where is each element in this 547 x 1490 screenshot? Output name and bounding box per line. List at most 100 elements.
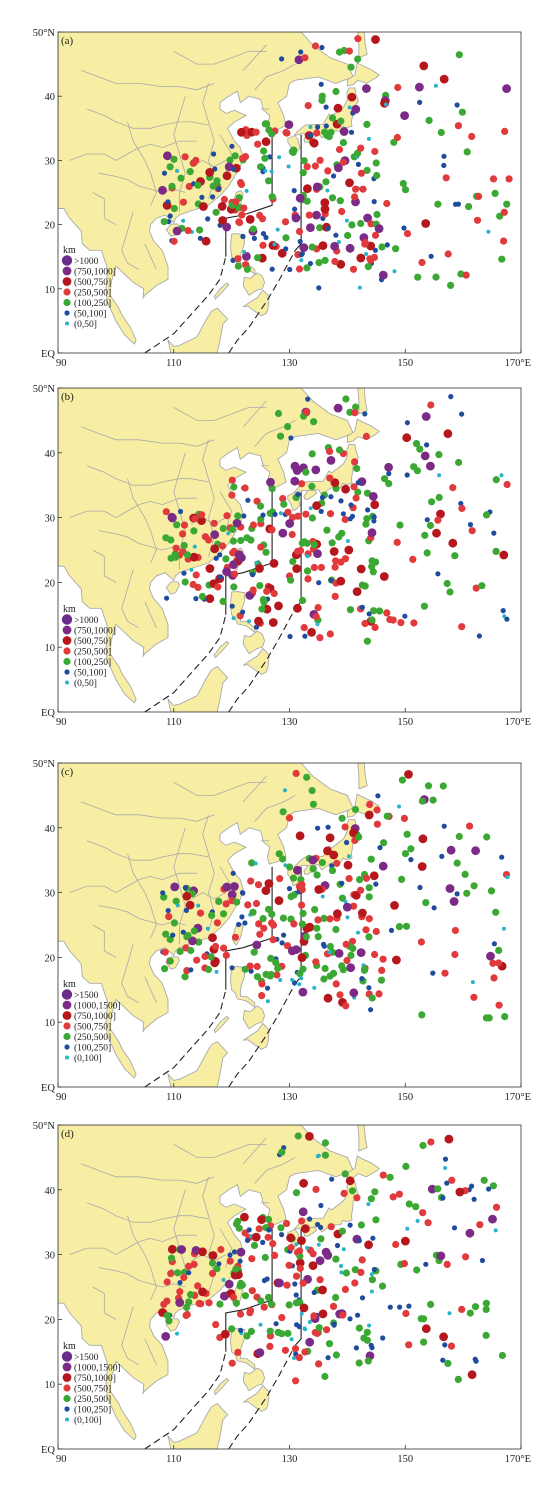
storm-point xyxy=(208,933,217,943)
storm-point xyxy=(329,1302,338,1310)
y-tick-label: 10 xyxy=(45,285,56,296)
storm-point xyxy=(195,938,203,946)
storm-point xyxy=(437,473,442,478)
land-area xyxy=(357,388,368,415)
storm-point xyxy=(287,946,297,956)
storm-point xyxy=(417,884,423,891)
storm-point xyxy=(281,1346,289,1354)
storm-point xyxy=(241,484,249,492)
storm-point xyxy=(269,169,274,174)
storm-point xyxy=(318,1202,324,1209)
storm-point xyxy=(379,1171,387,1179)
storm-point xyxy=(164,595,170,601)
legend-label: (750,1000] xyxy=(74,1373,116,1384)
storm-point xyxy=(421,1324,431,1334)
storm-point xyxy=(372,927,380,936)
warning-line-dashed xyxy=(144,614,227,712)
storm-point xyxy=(352,494,360,502)
storm-point xyxy=(393,538,401,547)
storm-point xyxy=(394,83,402,92)
legend-label: (500,750] xyxy=(74,1384,111,1395)
storm-point xyxy=(336,259,346,269)
storm-point xyxy=(296,970,304,978)
y-tick-label: 20 xyxy=(45,953,56,964)
border-line xyxy=(69,497,197,519)
legend-label: (100,250] xyxy=(74,1405,111,1416)
storm-point xyxy=(278,1314,286,1322)
storm-point xyxy=(291,1345,300,1353)
storm-point xyxy=(419,61,429,71)
storm-point xyxy=(423,1261,429,1267)
storm-point xyxy=(435,451,443,459)
storm-point xyxy=(241,1229,249,1237)
legend-swatch xyxy=(61,989,73,1000)
storm-point xyxy=(321,128,329,136)
storm-point xyxy=(284,423,292,431)
storm-point xyxy=(320,204,330,214)
border-line xyxy=(121,211,140,270)
storm-point xyxy=(406,1303,412,1309)
storm-point xyxy=(355,833,363,841)
storm-point xyxy=(170,237,178,245)
storm-point xyxy=(292,1377,300,1385)
storm-point xyxy=(238,1327,244,1333)
storm-point xyxy=(188,936,197,946)
storm-point xyxy=(458,623,466,631)
border-line xyxy=(242,1137,267,1165)
storm-point xyxy=(359,604,365,611)
storm-point xyxy=(252,940,262,950)
storm-point xyxy=(290,920,298,928)
border-line xyxy=(121,1306,140,1366)
legend-swatch xyxy=(61,255,73,266)
storm-point xyxy=(189,567,194,572)
storm-point xyxy=(228,491,236,499)
storm-point xyxy=(492,476,500,484)
land-area xyxy=(242,1384,270,1412)
storm-point xyxy=(363,637,371,645)
storm-point xyxy=(296,1324,302,1330)
storm-point xyxy=(368,616,376,624)
storm-point xyxy=(183,907,189,914)
storm-point xyxy=(392,955,401,965)
storm-point xyxy=(388,927,395,934)
legend-swatch xyxy=(62,636,72,645)
storm-point xyxy=(368,557,376,565)
storm-point xyxy=(339,1270,344,1275)
storm-point xyxy=(351,458,359,466)
storm-point xyxy=(267,154,273,160)
storm-point xyxy=(333,859,341,867)
storm-point xyxy=(486,1186,492,1192)
storm-point xyxy=(260,147,268,155)
storm-point xyxy=(331,592,339,601)
storm-point xyxy=(476,1221,484,1229)
storm-point xyxy=(161,1332,171,1341)
storm-point xyxy=(243,265,251,273)
border-line xyxy=(144,1338,157,1365)
storm-point xyxy=(482,1331,490,1339)
storm-point xyxy=(232,1265,240,1273)
storm-point xyxy=(253,962,261,971)
storm-point xyxy=(434,200,442,208)
storm-point xyxy=(170,919,178,927)
storm-point xyxy=(198,511,206,519)
legend-swatch xyxy=(65,1055,69,1060)
storm-point xyxy=(342,1269,350,1277)
storm-point xyxy=(364,1357,372,1365)
storm-point xyxy=(290,476,300,486)
storm-point xyxy=(265,177,273,185)
storm-point xyxy=(482,511,491,519)
storm-point xyxy=(217,552,223,558)
storm-point xyxy=(219,542,227,550)
storm-point xyxy=(264,1276,270,1282)
storm-point xyxy=(349,988,359,998)
storm-point xyxy=(278,1148,286,1156)
storm-point xyxy=(305,1337,315,1347)
storm-point xyxy=(220,1329,230,1339)
border-line xyxy=(173,50,267,65)
storm-point xyxy=(222,882,232,892)
storm-point xyxy=(194,1282,202,1290)
storm-point xyxy=(365,893,373,901)
storm-point xyxy=(449,484,457,492)
storm-point xyxy=(482,1305,490,1313)
storm-point xyxy=(170,882,180,892)
